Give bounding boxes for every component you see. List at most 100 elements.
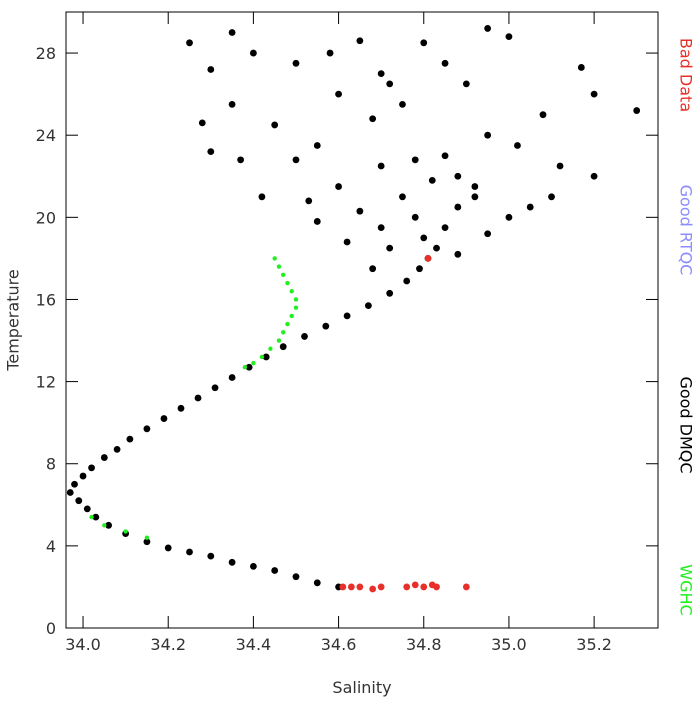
data-point <box>454 172 462 180</box>
data-point <box>207 148 215 156</box>
data-point <box>285 280 290 286</box>
x-tick-label: 35.2 <box>576 635 612 654</box>
data-point <box>313 142 321 149</box>
data-point <box>403 277 411 285</box>
data-point <box>326 49 334 57</box>
y-tick-label: 0 <box>46 619 56 638</box>
data-point <box>377 224 385 232</box>
data-point <box>484 230 492 238</box>
data-point <box>471 183 479 190</box>
data-point <box>281 272 286 278</box>
data-point <box>454 250 462 258</box>
data-point <box>113 445 121 453</box>
data-point <box>292 156 300 164</box>
legend-entry: Good DMQC <box>677 376 696 473</box>
data-point <box>66 489 74 496</box>
data-point <box>386 289 394 297</box>
data-point <box>207 552 215 560</box>
data-point <box>160 415 168 422</box>
data-point <box>420 583 428 591</box>
data-point <box>484 131 492 139</box>
data-point <box>526 203 534 211</box>
data-point <box>71 480 78 488</box>
data-point <box>590 172 598 180</box>
data-point <box>377 583 385 591</box>
data-point <box>471 193 479 201</box>
data-point <box>313 218 321 225</box>
data-point <box>539 111 547 119</box>
y-tick-label: 20 <box>36 208 56 227</box>
data-point <box>441 59 449 67</box>
data-point <box>289 289 294 294</box>
data-point <box>369 265 377 273</box>
data-point <box>441 152 449 160</box>
data-point <box>259 354 265 360</box>
data-point <box>249 563 257 570</box>
data-point <box>272 256 277 261</box>
legend-entry: Good RTQC <box>677 185 696 276</box>
data-point <box>548 193 555 201</box>
data-point <box>377 162 385 170</box>
legend-entry: Bad Data <box>677 38 696 112</box>
data-point <box>92 513 100 521</box>
data-point <box>590 90 598 98</box>
y-axis-label: Temperature <box>4 269 23 371</box>
data-point <box>293 297 299 302</box>
data-point <box>416 265 423 273</box>
data-point <box>292 573 300 581</box>
data-point <box>251 360 256 366</box>
data-point <box>420 39 428 47</box>
data-point <box>386 244 394 252</box>
data-point <box>505 213 513 221</box>
data-point <box>89 514 94 520</box>
x-tick-label: 34.6 <box>321 635 357 654</box>
data-point <box>462 80 470 88</box>
data-point <box>377 70 385 77</box>
data-point <box>271 121 279 129</box>
data-point <box>399 101 406 108</box>
data-point <box>356 37 364 45</box>
data-point <box>194 394 202 402</box>
y-tick-label: 16 <box>36 290 56 309</box>
data-point <box>228 101 236 108</box>
data-point <box>289 313 294 319</box>
data-point <box>177 404 185 412</box>
data-point <box>102 523 107 528</box>
data-point <box>343 238 351 246</box>
data-point <box>420 234 428 242</box>
data-point <box>301 333 308 340</box>
data-point <box>305 197 313 205</box>
data-point <box>105 521 112 529</box>
data-point <box>186 548 193 556</box>
data-point <box>83 505 91 513</box>
data-point <box>335 90 342 98</box>
data-point <box>276 338 282 343</box>
x-tick-label: 34.4 <box>236 635 272 654</box>
data-point <box>424 255 432 262</box>
data-point <box>428 176 436 184</box>
x-tick-label: 34.0 <box>65 635 101 654</box>
y-tick-label: 4 <box>46 537 56 556</box>
y-tick-label: 28 <box>36 44 56 63</box>
data-point <box>279 343 287 351</box>
data-point <box>411 156 419 164</box>
legend-entry: WGHC <box>677 564 696 615</box>
data-point <box>123 529 128 534</box>
data-point <box>88 464 95 472</box>
data-point <box>126 435 134 443</box>
data-point <box>356 207 364 215</box>
data-point <box>228 558 236 566</box>
data-point <box>245 363 253 371</box>
data-point <box>556 162 564 170</box>
data-point <box>293 305 299 310</box>
data-point <box>505 33 513 41</box>
x-tick-label: 34.8 <box>406 635 442 654</box>
data-point <box>514 142 521 149</box>
data-point <box>207 66 215 73</box>
data-point <box>285 321 290 327</box>
data-point <box>164 544 172 552</box>
data-point <box>228 374 236 381</box>
data-point <box>268 346 273 351</box>
data-point <box>633 107 641 114</box>
data-point <box>441 224 449 232</box>
